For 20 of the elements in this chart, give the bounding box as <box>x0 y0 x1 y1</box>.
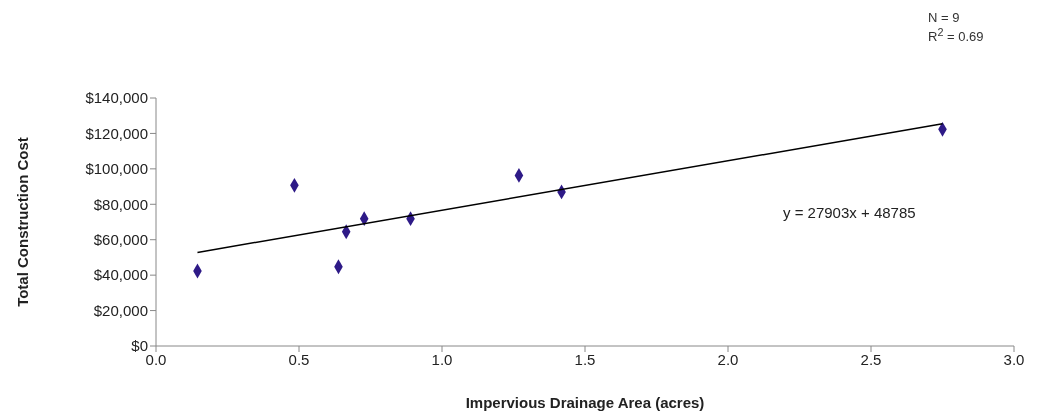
annotation: y = 27903x + 48785 <box>783 204 916 221</box>
x-tick-label: 0.0 <box>145 350 167 368</box>
x-tick-label: 1.5 <box>574 350 596 368</box>
x-tick-label: 2.0 <box>717 350 739 368</box>
y-tick-label: $40,000 <box>93 266 148 284</box>
y-tick-label: $140,000 <box>85 89 148 107</box>
y-tick-label: $100,000 <box>85 160 148 178</box>
x-axis-title: Impervious Drainage Area (acres) <box>465 394 705 411</box>
y-axis-title: Total Construction Cost <box>14 137 32 307</box>
x-tick-label: 0.5 <box>288 350 310 368</box>
x-tick-label: 2.5 <box>860 350 882 368</box>
text: R$^{2}$ = 0.69 <box>928 26 984 45</box>
y-tick-label: $120,000 <box>85 124 148 142</box>
text: N = 9 <box>928 10 960 25</box>
y-tick-label: $20,000 <box>93 301 148 319</box>
x-tick-label: 3.0 <box>1003 350 1025 368</box>
y-tick-label: $0 <box>131 337 148 355</box>
y-tick-label: $80,000 <box>93 195 148 213</box>
y-tick-label: $60,000 <box>93 231 148 249</box>
x-tick-label: 1.0 <box>431 350 453 368</box>
